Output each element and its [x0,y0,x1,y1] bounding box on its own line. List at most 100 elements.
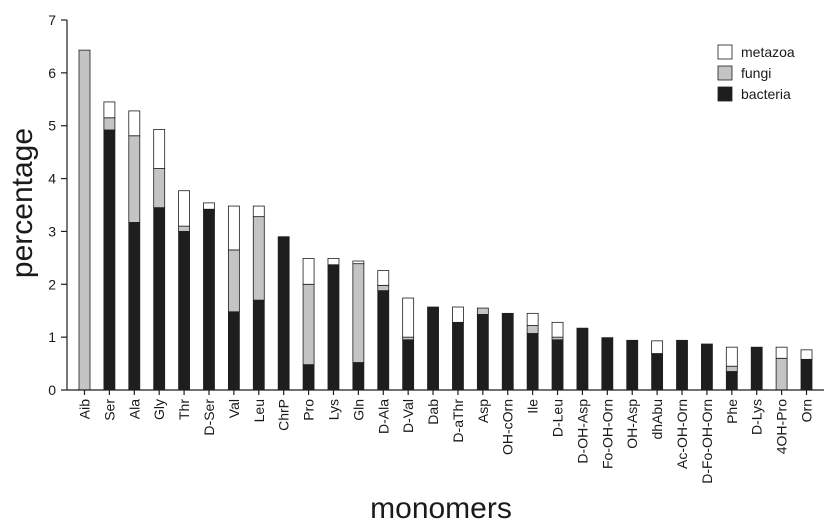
x-tick-label: 4OH-Pro [774,399,790,454]
bar-fungi-D-Ala [377,284,390,292]
x-tick-label: Lys [325,399,341,420]
bar-metazoa-Gln [352,260,365,265]
bars-group [78,49,813,391]
bar-metazoa-Ala [128,110,141,137]
bar-bacteria-Leu [252,299,265,391]
bar-metazoa-D-Ser [203,202,215,210]
bar-bacteria-D-OH-Asp [576,327,589,391]
x-axis-title: monomers [370,492,512,522]
bar-metazoa-dhAbu [651,340,664,354]
x-tick-label: Leu [251,399,267,422]
bar-bacteria-Ile [526,333,539,391]
bar-fungi-Ser [103,117,116,131]
bar-bacteria-OH-cOrn [501,312,514,391]
bar-bacteria-OH-Asp [626,339,639,391]
x-tick-label: Ser [101,399,117,421]
y-tick-label: 5 [48,118,56,134]
y-tick-label: 1 [48,329,56,345]
bar-bacteria-ChrP [277,236,290,391]
bar-fungi-Asp [476,307,489,315]
bar-fungi-Ala [128,135,141,223]
bar-bacteria-D-Leu [551,339,564,391]
legend-label-fungi: fungi [741,65,771,81]
bar-bacteria-Asp [476,314,489,391]
x-tick-label: Phe [724,399,740,424]
bar-metazoa-Lys [327,257,340,266]
bar-bacteria-Phe [725,371,738,391]
bar-bacteria-dhAbu [651,353,664,391]
axes-group [66,20,824,391]
x-tick-label: D-Val [400,399,416,433]
x-tick-label: Gly [151,399,167,420]
x-tick-label: D-aThr [450,399,466,443]
y-tick-label: 3 [48,223,56,239]
bar-metazoa-D-Leu [551,321,564,338]
x-tick-label: Dab [425,399,441,425]
bar-fungi-Val [227,249,240,313]
bar-bacteria-Ac-OH-Orn [676,339,688,391]
bar-bacteria-Gln [352,362,365,391]
bar-bacteria-Gly [153,207,166,391]
bar-fungi-Gly [153,168,166,209]
x-tick-label: ChrP [276,399,292,431]
y-tick-label: 0 [48,382,56,398]
bar-metazoa-D-aThr [452,306,464,323]
x-tick-label: D-Fo-OH-Orn [699,399,715,484]
legend-label-bacteria: bacteria [741,86,791,102]
bar-fungi-Phe [725,365,738,372]
x-tick-label: dhAbu [649,399,665,439]
bar-bacteria-Thr [178,231,190,391]
bar-bacteria-D-Ala [377,290,390,391]
bar-metazoa-Ser [103,101,116,119]
bar-bacteria-Lys [327,264,340,391]
bar-metazoa-D-Val [402,297,415,338]
legend-swatch-fungi [717,65,733,81]
bar-metazoa-Leu [252,205,265,218]
bar-bacteria-Orn [800,358,813,391]
x-tick-label: Ac-OH-Orn [674,399,690,469]
x-tick-label: Thr [176,399,192,420]
x-tick-label: D-Ala [375,399,391,434]
x-tick-label: D-Ser [201,399,217,436]
bar-fungi-4OH-Pro [775,357,788,391]
bar-fungi-Thr [178,225,190,232]
bar-metazoa-Gly [153,129,166,169]
x-tick-label: OH-cOrn [500,399,516,455]
bar-bacteria-Dab [427,306,439,391]
bar-bacteria-Pro [302,364,315,391]
bar-metazoa-Orn [800,349,813,360]
bar-fungi-Leu [252,216,265,301]
ticks-group: 0 1 2 3 4 5 6 7 Aib Ser Ala Gly Thr D-Ser Val Leu ChrP Pr… [48,12,814,484]
bar-metazoa-Thr [178,190,190,227]
legend-swatch-metazoa [717,44,733,60]
y-axis-title: percentage [6,128,39,278]
bar-bacteria-Ser [103,129,116,391]
bar-metazoa-Ile [526,312,539,326]
x-tick-label: Gln [350,399,366,421]
x-tick-label: Ile [525,399,541,414]
bar-metazoa-D-Ala [377,270,390,286]
x-tick-label: D-Lys [749,399,765,435]
x-tick-label: Orn [799,399,815,422]
y-tick-label: 6 [48,65,56,81]
x-tick-label: Pro [301,399,317,421]
bar-fungi-Gln [352,263,365,363]
x-tick-label: Val [226,399,242,418]
bar-bacteria-D-Ser [203,208,215,391]
bar-metazoa-Val [227,205,240,251]
bar-fungi-Ile [526,325,539,334]
bar-bacteria-Val [227,311,240,391]
bar-metazoa-Pro [302,257,315,285]
bar-bacteria-D-aThr [452,321,464,391]
bar-bacteria-D-Fo-OH-Orn [701,343,713,391]
bar-bacteria-Fo-OH-Orn [601,337,614,391]
x-tick-label: Aib [77,399,93,419]
legend-label-metazoa: metazoa [741,44,795,60]
legend-swatch-bacteria [717,86,733,102]
bar-bacteria-D-Val [402,339,415,391]
y-tick-label: 7 [48,12,56,28]
bar-bacteria-Ala [128,222,141,391]
x-tick-label: OH-Asp [624,399,640,449]
bar-metazoa-4OH-Pro [775,346,788,359]
